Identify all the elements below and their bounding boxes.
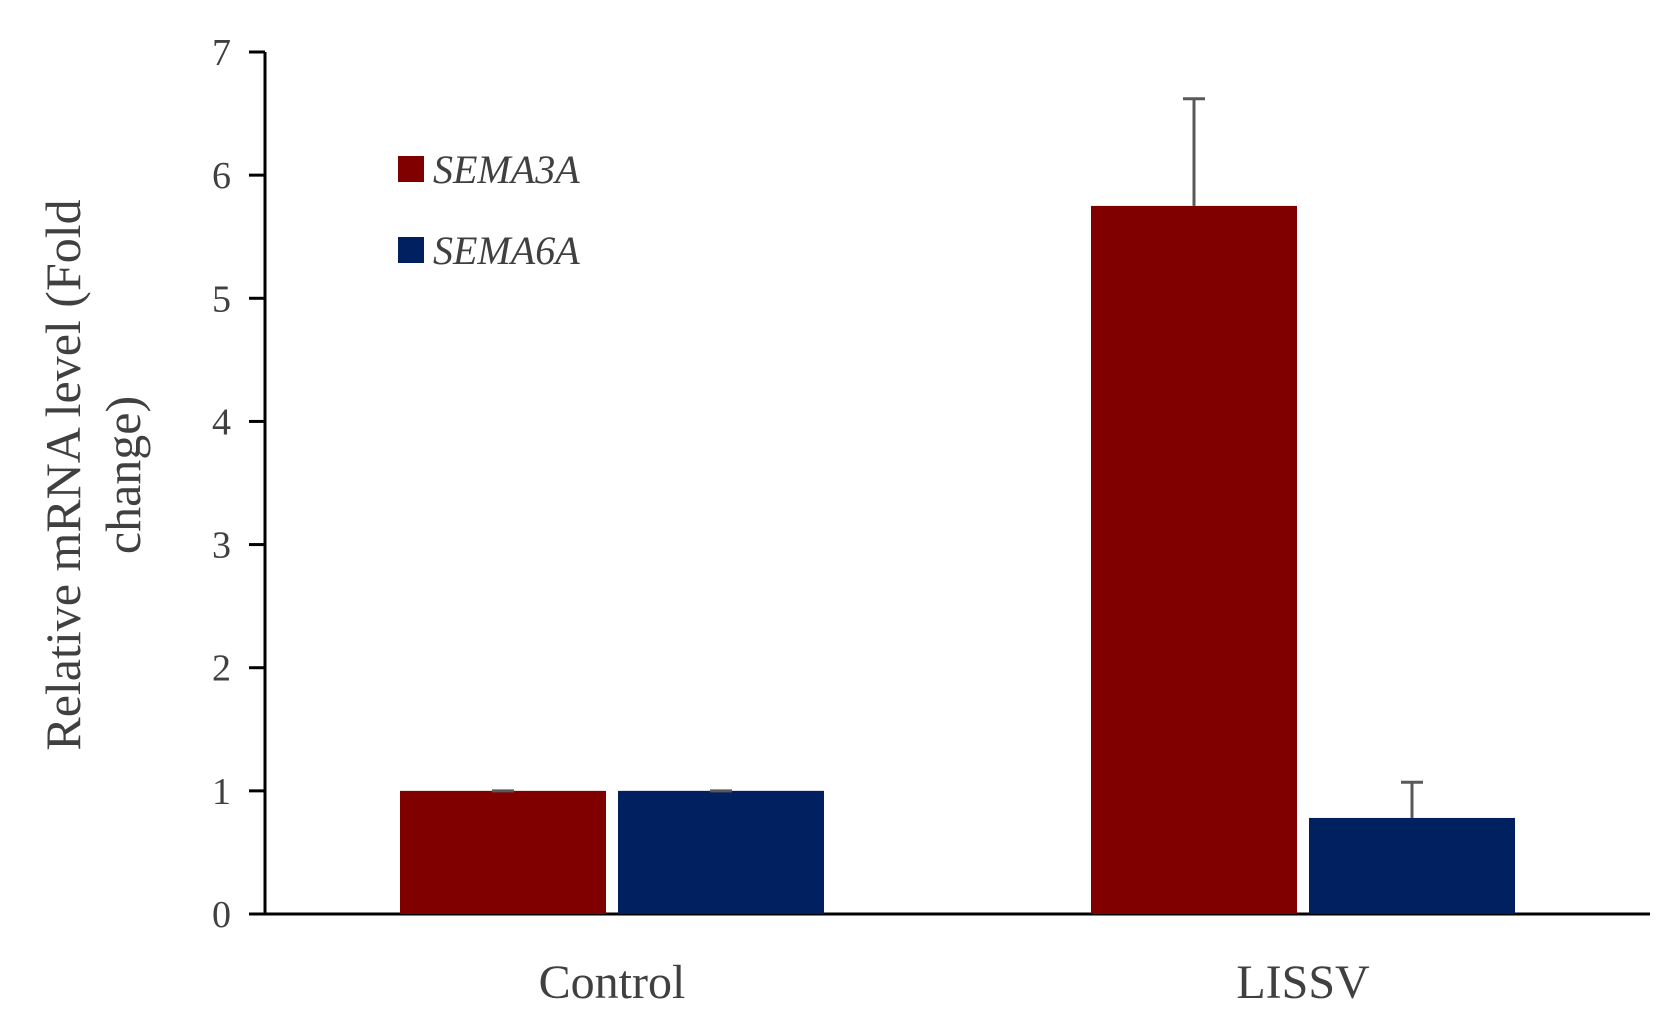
bar-sema6a-lissv: [1309, 817, 1515, 914]
error-bars: [492, 97, 1423, 818]
y-tick-label: 2: [212, 648, 231, 690]
y-tick-label: 7: [212, 32, 231, 74]
y-tick-label: 0: [212, 894, 231, 936]
x-category-labels: Control LISSV: [539, 956, 1370, 1009]
bar-sema3a-control: [400, 790, 606, 914]
bar-sema3a-lissv: [1091, 205, 1297, 914]
y-axis-title: Relative mRNA level (Foldchange): [35, 199, 151, 750]
y-axis-title-line: change): [95, 396, 151, 554]
legend: SEMA3A SEMA6A: [398, 147, 580, 273]
bars: [400, 205, 1515, 914]
y-tick-labels: 0 1 2 3 4 5 6 7: [212, 32, 231, 936]
y-tick-label: 4: [212, 401, 231, 443]
x-category-label: LISSV: [1236, 956, 1370, 1009]
x-category-label: Control: [539, 956, 686, 1009]
y-tick-label: 3: [212, 525, 231, 567]
legend-label-sema3a: SEMA3A: [433, 147, 580, 192]
y-tick-label: 1: [212, 771, 231, 813]
legend-label-sema6a: SEMA6A: [433, 228, 580, 273]
bar-sema6a-control: [618, 790, 824, 914]
y-axis-title-line: Relative mRNA level (Fold: [35, 199, 91, 750]
legend-swatch-sema3a: [398, 156, 424, 182]
legend-swatch-sema6a: [398, 237, 424, 263]
y-tick-label: 5: [212, 278, 231, 320]
y-tick-label: 6: [212, 155, 231, 197]
